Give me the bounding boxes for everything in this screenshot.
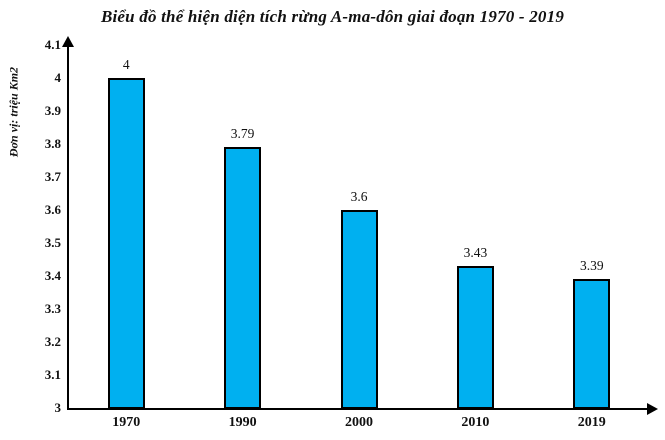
- x-tick-label: 2019: [577, 415, 606, 430]
- x-tick-label: 1990: [228, 415, 257, 430]
- bar-value-label: 3.79: [230, 126, 255, 142]
- y-tick-label: 3.9: [44, 103, 61, 118]
- bar: [456, 266, 494, 409]
- y-tick-label: 3.6: [44, 202, 61, 217]
- y-tick-label: 3.5: [44, 235, 61, 250]
- bar-value-label: 3.39: [579, 258, 604, 274]
- y-tick-label: 3.4: [44, 268, 61, 283]
- bar: [224, 147, 262, 409]
- bar: [573, 279, 611, 409]
- bar: [340, 210, 378, 409]
- y-tick-label: 3.8: [44, 136, 61, 151]
- bar-value-label: 4: [122, 57, 130, 72]
- y-tick-label: 3.7: [44, 169, 61, 184]
- y-tick-label: 3.2: [44, 334, 61, 349]
- bar-value-label: 3.6: [350, 189, 368, 204]
- y-axis-arrowhead-icon: [62, 36, 74, 47]
- y-tick-label: 3: [54, 400, 62, 415]
- x-tick-label: 2000: [345, 415, 373, 430]
- y-tick-label: 3.1: [44, 367, 61, 382]
- x-axis-arrowhead-icon: [647, 403, 658, 415]
- y-tick-label: 3.3: [44, 301, 61, 316]
- bar: [107, 78, 145, 409]
- chart-title: Biểu đồ thể hiện diện tích rừng A-ma-dôn…: [100, 7, 565, 26]
- y-axis-line: [67, 44, 69, 410]
- x-tick-label: 1970: [112, 415, 141, 430]
- bar-value-label: 3.43: [463, 245, 488, 261]
- x-tick-label: 2010: [461, 415, 490, 430]
- x-axis-line: [67, 408, 649, 410]
- y-tick-label: 4.1: [44, 37, 61, 52]
- y-tick-label: 4: [54, 70, 62, 85]
